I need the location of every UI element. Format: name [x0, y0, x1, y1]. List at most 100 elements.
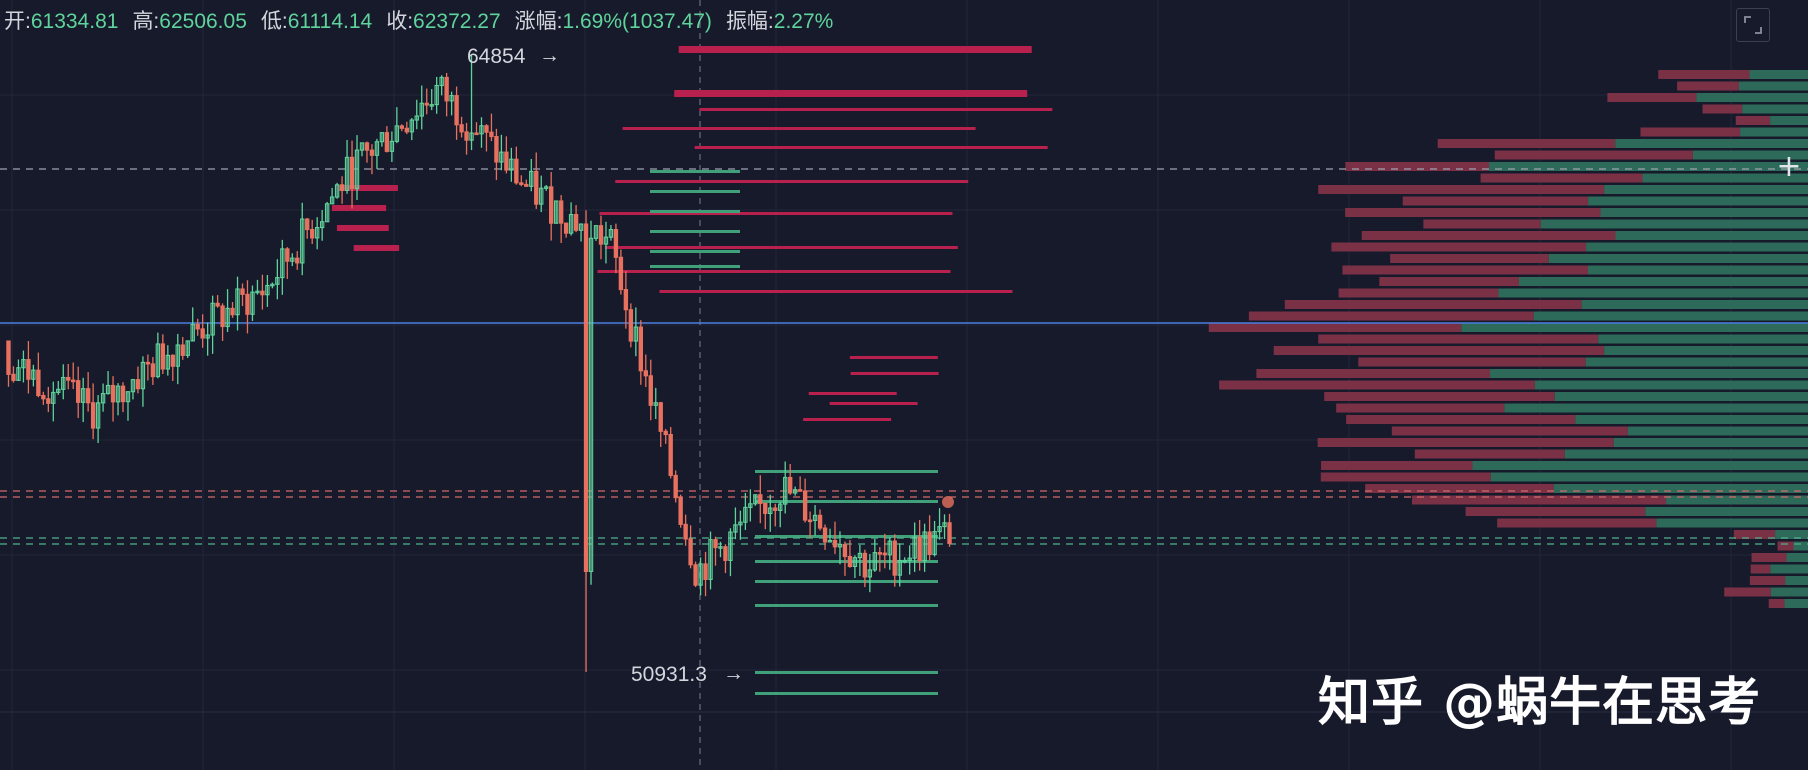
candle-body [718, 546, 723, 549]
close-item: 收:62372.27 [386, 5, 500, 35]
candle-body [90, 402, 96, 429]
candle-body [758, 494, 763, 505]
sell-wall-line [803, 418, 892, 421]
candle-body [509, 158, 514, 171]
candle-body [753, 494, 758, 505]
profile-bar-sell [1465, 507, 1646, 516]
candle-body [633, 326, 639, 342]
candle-body [539, 187, 544, 205]
profile-bar-sell [1208, 323, 1462, 332]
candle-body [608, 229, 614, 238]
candle-body [464, 131, 469, 141]
candle-body [180, 344, 185, 356]
candle-body [255, 290, 260, 294]
profile-bar-buy [1490, 369, 1808, 378]
profile-bar-sell [1414, 449, 1565, 459]
candle-body [130, 379, 136, 393]
candle-body [748, 503, 753, 508]
profile-bar-buy [1600, 208, 1808, 217]
candle-body [414, 115, 419, 121]
profile-bar-buy [1585, 357, 1808, 367]
profile-bar-buy [1775, 530, 1808, 539]
profile-bar-buy [1615, 139, 1808, 148]
profile-bar-buy [1504, 403, 1808, 413]
close-value: 62372.27 [413, 10, 501, 33]
profile-bar-buy [1645, 507, 1808, 516]
profile-bar-buy [1540, 219, 1808, 229]
buy-wall-line [650, 230, 740, 233]
candle-body [514, 158, 519, 184]
sell-wall-line [850, 372, 939, 375]
candle-body [16, 367, 21, 381]
candle-body [394, 125, 400, 142]
candle-body [837, 543, 843, 548]
profile-bar-sell [1284, 300, 1582, 309]
candle-body [778, 503, 783, 511]
candle-body [419, 102, 424, 117]
candle-body [31, 369, 36, 380]
candle-body [295, 257, 300, 264]
profile-bar-sell [1658, 70, 1750, 79]
high-label: 高: [132, 10, 160, 33]
profile-bar-sell [1358, 357, 1586, 367]
profile-bar-sell [1497, 518, 1657, 528]
candle-body [454, 95, 459, 126]
buy-wall-line [650, 265, 740, 268]
profile-bar-buy [1564, 449, 1808, 459]
candle-body [71, 379, 76, 383]
candle-body [235, 288, 240, 316]
buy-wall-line [755, 470, 938, 473]
profile-bar-sell [1768, 599, 1785, 608]
candle-body [852, 557, 858, 567]
candle-body [678, 497, 683, 525]
open-item: 开:61334.81 [4, 5, 118, 35]
fullscreen-button[interactable] [1736, 8, 1770, 42]
candle-body [947, 522, 952, 544]
candle-body [66, 376, 71, 381]
profile-bar-sell [1365, 484, 1554, 493]
candle-body [583, 223, 589, 573]
profile-bar-buy [1785, 576, 1808, 585]
add-alert-plus-icon[interactable]: + [1776, 149, 1802, 184]
candle-body [549, 186, 554, 224]
candle-body [125, 391, 131, 403]
candle-body [76, 380, 81, 403]
candle-body [215, 302, 220, 307]
candle-body [553, 200, 559, 224]
candle-body [773, 507, 778, 511]
sell-wall-block [338, 185, 398, 191]
candle-body [100, 393, 106, 404]
candle-body [429, 104, 434, 107]
candle-body [290, 257, 295, 262]
candle-body [444, 76, 449, 102]
candle-body [140, 361, 146, 390]
amplitude-item: 振幅:2.27% [726, 5, 833, 35]
candle-body [942, 522, 947, 528]
profile-bar-buy [1738, 81, 1808, 91]
profile-bar-sell [1607, 93, 1697, 102]
candle-body [578, 223, 584, 231]
low-price-label: 50931.3 [631, 663, 707, 686]
candle-body [319, 221, 325, 229]
profile-bar-buy [1642, 173, 1808, 183]
profile-bar-sell [1749, 576, 1786, 585]
candle-body [285, 248, 290, 262]
candle-body [792, 489, 798, 494]
candle-body [155, 343, 161, 378]
profile-bar-sell [1494, 150, 1693, 160]
profile-bar-sell [1750, 564, 1771, 574]
candle-body [668, 433, 673, 476]
profile-bar-sell [1345, 208, 1601, 217]
sell-wall-line [622, 127, 976, 130]
candle-body [623, 289, 629, 311]
candle-body [41, 394, 46, 400]
candle-body [494, 135, 499, 163]
candle-body [698, 563, 703, 586]
candle-body [932, 531, 937, 556]
candle-body [404, 127, 409, 133]
low-value: 61114.14 [287, 10, 373, 33]
candle-body [230, 307, 235, 316]
candle-body [544, 186, 549, 189]
profile-bar-buy [1692, 150, 1808, 160]
